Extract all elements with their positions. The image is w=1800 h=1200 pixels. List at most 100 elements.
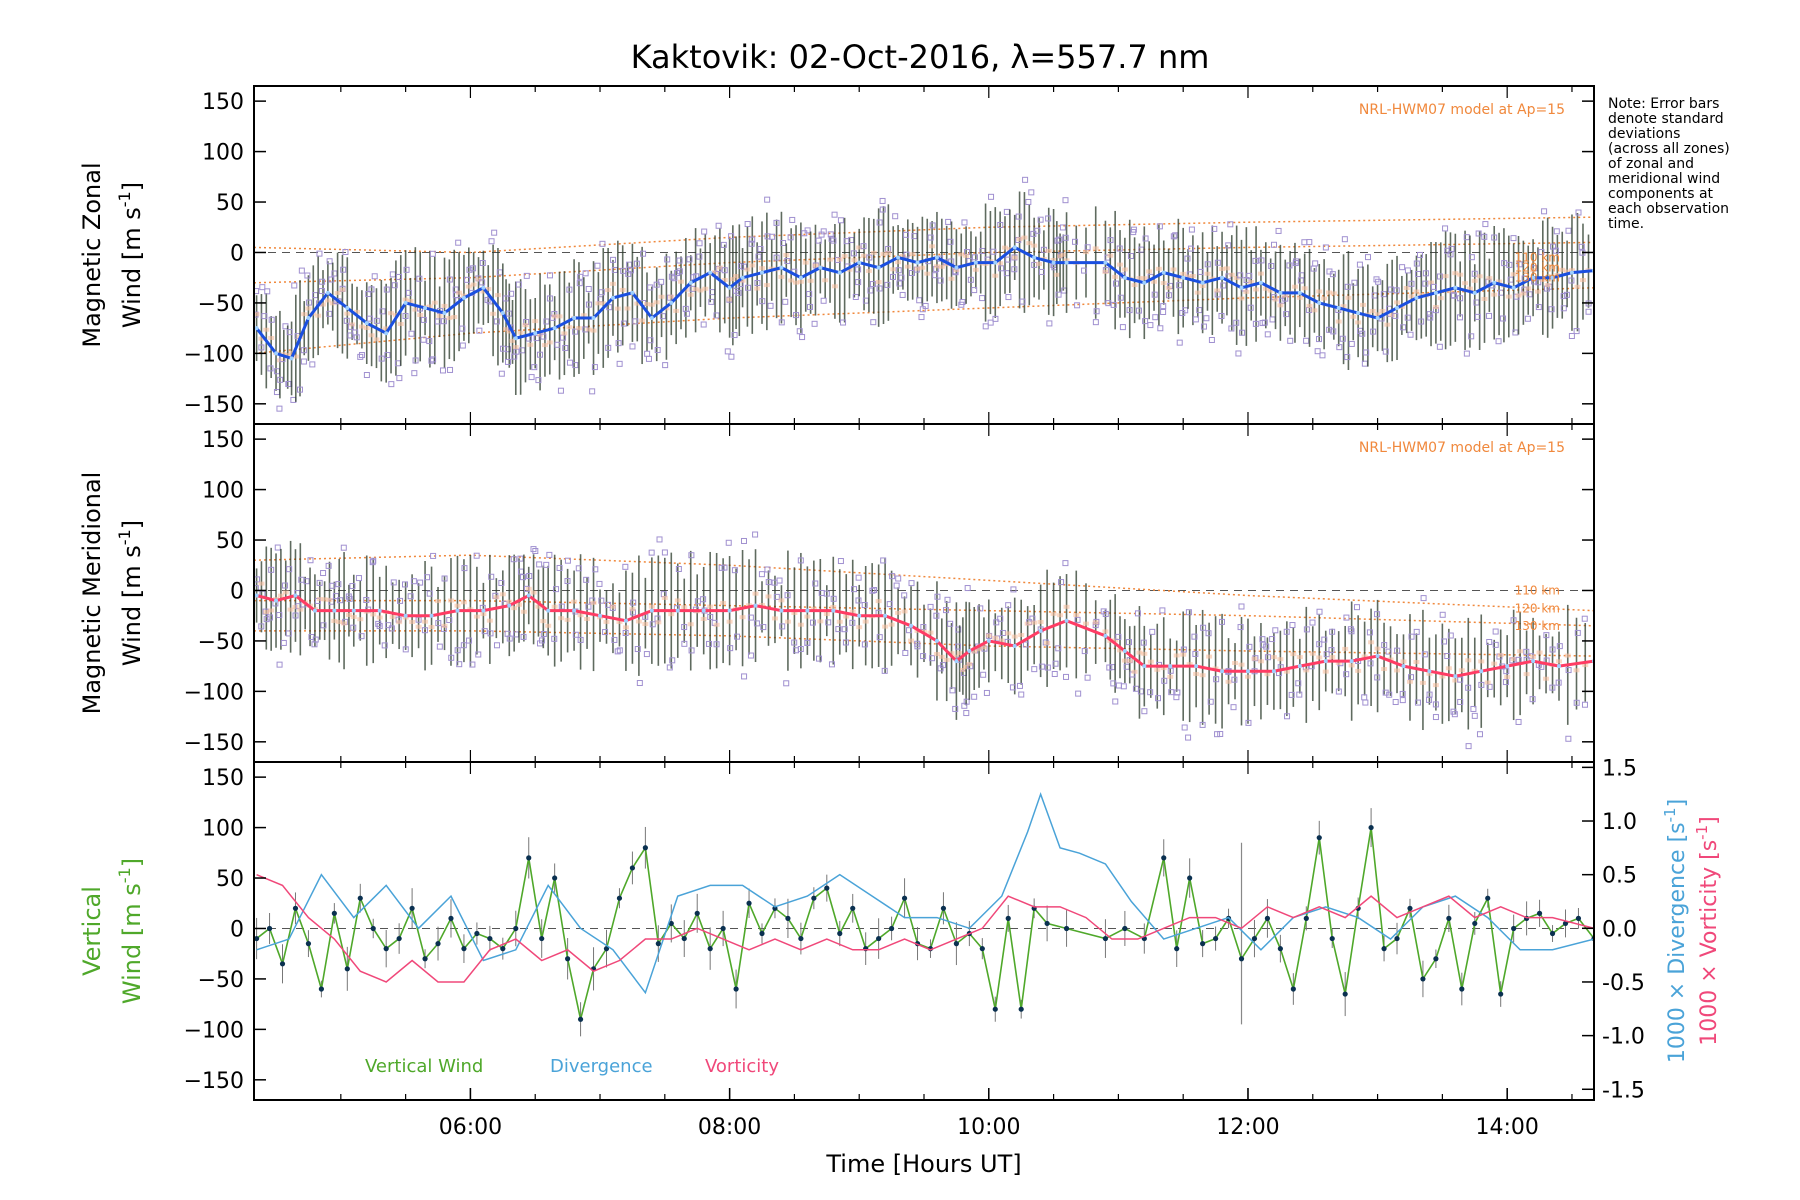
zone-point (428, 624, 435, 629)
zone-point (1117, 648, 1124, 653)
zone-point (1303, 668, 1310, 673)
zone-point (315, 313, 322, 318)
zone-point (288, 350, 295, 355)
zone-point (1045, 215, 1052, 222)
series-point (1051, 260, 1056, 265)
series-point (274, 351, 279, 356)
zone-point (1264, 672, 1271, 677)
zone-point (779, 623, 786, 630)
zone-point (664, 256, 671, 263)
zone-point (1306, 239, 1313, 246)
zone-point (350, 614, 357, 619)
zone-point (788, 278, 795, 283)
model-altitude-label: 110 km (1515, 583, 1560, 597)
zone-point (447, 598, 454, 603)
zone-point (666, 664, 673, 671)
zone-point (488, 238, 495, 245)
zone-point (506, 599, 513, 604)
zone-point (1252, 257, 1259, 264)
zone-point (1421, 651, 1428, 658)
zone-point (402, 312, 409, 319)
zone-point (966, 662, 973, 667)
zone-point (1253, 287, 1260, 292)
zone-point (1400, 324, 1407, 331)
zone-point (692, 287, 699, 292)
zone-point (254, 288, 260, 295)
zone-point (1379, 308, 1386, 313)
zone-point (276, 661, 283, 668)
zone-point (889, 273, 896, 280)
zone-point (1392, 312, 1399, 319)
zone-point (459, 342, 466, 349)
zone-point (1208, 336, 1215, 343)
zone-point (575, 326, 582, 331)
zone-point (585, 301, 592, 308)
vertical-wind-point (1433, 956, 1439, 962)
zone-point (1174, 689, 1181, 696)
zone-point (318, 288, 325, 295)
zone-point (869, 587, 876, 594)
zone-point (1284, 713, 1291, 720)
zone-point (1322, 244, 1329, 251)
zone-point (1003, 208, 1010, 215)
vertical-wind-point (798, 935, 804, 942)
vertical-wind-point (1044, 920, 1050, 927)
zone-point (375, 620, 382, 627)
zone-point (516, 602, 523, 607)
model-label: NRL-HWM07 model at Ap=15 (1359, 102, 1565, 118)
zone-point (311, 641, 318, 648)
zone-point (870, 319, 877, 326)
zone-point (784, 619, 791, 624)
zone-point (397, 597, 404, 604)
zone-point (392, 313, 399, 318)
zone-point (918, 314, 925, 321)
zone-point (748, 240, 755, 247)
series-point (1064, 260, 1069, 265)
zone-point (1232, 661, 1239, 666)
zone-point (735, 289, 742, 296)
zone-point (842, 639, 849, 646)
zone-point (515, 281, 522, 288)
zone-point (616, 619, 623, 624)
zone-point (1359, 330, 1366, 337)
zone-point (987, 319, 994, 326)
zone-point (520, 633, 527, 640)
zone-point (1436, 343, 1443, 350)
zone-point (513, 348, 520, 355)
series-point (896, 255, 901, 260)
vertical-wind-point (733, 986, 739, 992)
zone-point (1403, 286, 1410, 291)
zone-point (629, 343, 636, 350)
y-tick-label: 0 (230, 579, 244, 604)
x-tick-label: 14:00 (1475, 1115, 1538, 1140)
series-point (779, 608, 784, 613)
y2-tick-label: 1.5 (1602, 756, 1637, 781)
zone-point (508, 290, 515, 297)
zone-point (1326, 326, 1333, 333)
zone-point (1439, 674, 1446, 679)
vertical-wind-point (526, 855, 532, 861)
y-tick-label: −50 (198, 968, 244, 993)
zone-point (358, 324, 365, 329)
zone-point (595, 301, 602, 306)
zone-point (572, 328, 579, 335)
zone-point (815, 237, 822, 244)
zone-point (1193, 671, 1200, 676)
zone-point (454, 647, 461, 654)
zone-point (1316, 608, 1323, 615)
zone-point (1022, 176, 1029, 183)
zone-point (436, 643, 443, 650)
zone-point (728, 233, 735, 240)
vertical-wind-point (396, 935, 402, 942)
zone-point (326, 258, 333, 265)
zone-point (1217, 730, 1224, 737)
zone-point (734, 633, 741, 640)
vertical-wind-point (422, 956, 428, 962)
zone-point (1330, 328, 1337, 335)
zone-point (1339, 335, 1346, 342)
zone-point (551, 635, 558, 642)
zone-point (277, 376, 284, 383)
zone-point (1181, 724, 1188, 731)
zone-point (780, 239, 787, 246)
zone-point (1180, 646, 1187, 653)
